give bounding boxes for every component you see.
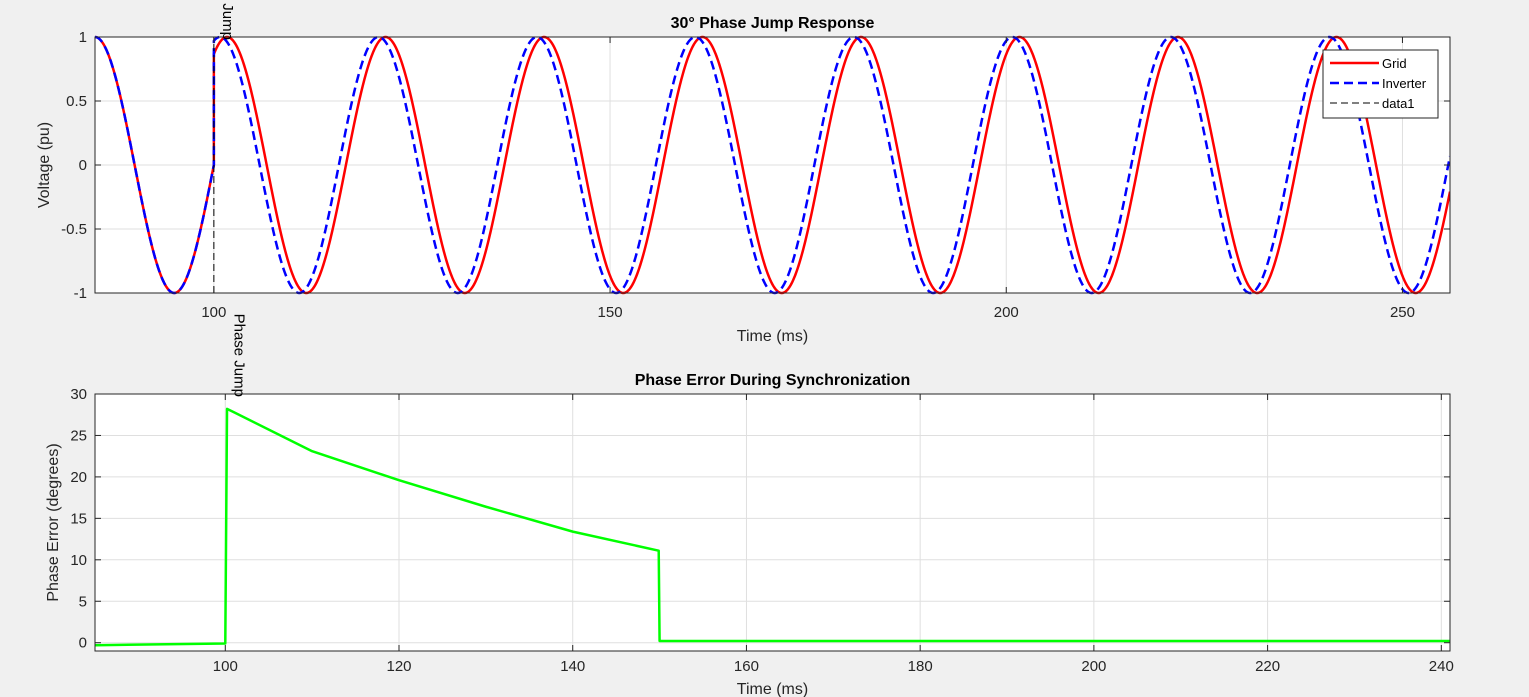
legend-label-inverter: Inverter	[1382, 76, 1427, 91]
y-tick-label: 30	[70, 386, 87, 403]
x-tick-label: 200	[994, 304, 1019, 321]
x-axis-label: Time (ms)	[737, 328, 808, 345]
y-tick-label: 0.5	[66, 93, 87, 110]
y-tick-label: 1	[79, 29, 87, 46]
x-tick-label: 140	[560, 658, 585, 675]
y-tick-label: 0	[79, 157, 87, 174]
x-tick-label: 240	[1429, 658, 1454, 675]
x-axis-label: Time (ms)	[737, 681, 808, 697]
x-tick-label: 180	[908, 658, 933, 675]
axes-voltage-plot: 100 150 200 250 -1 -0.5 0 0.5 1 30° Phase Jump Re…	[36, 0, 1450, 345]
x-tick-label: 100	[213, 658, 238, 675]
x-tick-label: 200	[1081, 658, 1106, 675]
plot-area	[95, 394, 1450, 651]
chart-title: Phase Error During Synchronization	[635, 372, 911, 389]
x-tick-label: 120	[386, 658, 411, 675]
x-tick-label: 250	[1390, 304, 1415, 321]
x-tick-label: 100	[201, 304, 226, 321]
x-tick-label: 150	[598, 304, 623, 321]
y-tick-label: 0	[79, 635, 87, 652]
legend: Grid Inverter data1	[1323, 50, 1438, 118]
chart-title: 30° Phase Jump Response	[671, 15, 875, 32]
y-tick-label: 10	[70, 552, 87, 569]
y-tick-label: -1	[74, 285, 87, 302]
annotation-phase-jump: Phase Jump	[219, 0, 236, 40]
annotation-phase-jump: Phase Jump	[230, 314, 247, 397]
x-tick-label: 160	[734, 658, 759, 675]
y-axis-label: Voltage (pu)	[36, 122, 53, 208]
y-tick-label: 25	[70, 427, 87, 444]
y-tick-label: 5	[79, 593, 87, 610]
y-tick-label: 15	[70, 510, 87, 527]
y-tick-label: -0.5	[61, 221, 87, 238]
legend-label-data1: data1	[1382, 96, 1415, 111]
y-tick-label: 20	[70, 469, 87, 486]
x-tick-label: 220	[1255, 658, 1280, 675]
legend-label-grid: Grid	[1382, 56, 1407, 71]
y-axis-label: Phase Error (degrees)	[45, 443, 62, 601]
